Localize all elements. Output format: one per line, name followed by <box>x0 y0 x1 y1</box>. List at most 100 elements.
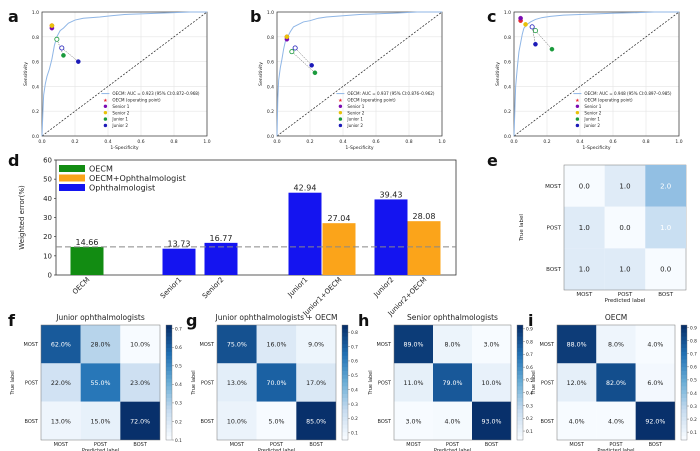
colorbar-segment <box>166 432 172 437</box>
colorbar-tick-label: 0.3 <box>526 403 533 409</box>
legend-swatch-dot <box>338 117 343 121</box>
roc-xtick-label: 0.8 <box>405 139 412 145</box>
heatmap-cell <box>217 401 257 440</box>
panel-letter-h: h <box>358 311 369 330</box>
colorbar-segment <box>517 413 523 418</box>
roc-ylabel: Sensitivity <box>23 62 29 86</box>
colorbar-segment <box>517 371 523 376</box>
colorbar-segment <box>342 336 348 341</box>
colorbar-frame <box>680 324 688 441</box>
colorbar-segment <box>681 390 687 395</box>
heatmap-cell <box>394 325 433 364</box>
bar-category-label: Senior2 <box>201 276 226 301</box>
heatmap-cell-value: 82.0% <box>606 380 626 387</box>
colorbar-tick-label: 0.9 <box>526 327 533 333</box>
roc-xtick-label: 0.4 <box>339 139 346 145</box>
bar-legend-label: Ophthalmologist <box>89 184 155 193</box>
roc-xtick-label: 0.4 <box>104 139 111 145</box>
colorbar-frame <box>341 324 349 441</box>
heatmap-cell <box>120 401 160 440</box>
heatmap-cell-value: 89.0% <box>403 342 423 349</box>
colorbar-segment <box>166 428 172 433</box>
heatmap-cell-value: 9.0% <box>308 342 324 349</box>
heatmap-cell-value: 2.0 <box>660 182 671 190</box>
roc-xtick-label: 0.4 <box>576 139 583 145</box>
roc-operating-point <box>549 46 555 52</box>
roc-operating-point <box>76 59 81 64</box>
colorbar-segment <box>166 413 172 418</box>
roc-ytick-label: 0.2 <box>32 109 39 115</box>
colorbar-segment <box>166 363 172 368</box>
colorbar-segment <box>342 351 348 357</box>
colorbar-segment <box>166 401 172 406</box>
roc-reader-link <box>535 30 553 50</box>
heatmap-cell <box>564 165 605 207</box>
colorbar-tick-label: 0.1 <box>526 429 533 435</box>
roc-ytick-label: 0.4 <box>32 84 39 90</box>
heatmap-cell <box>433 325 472 364</box>
heatmap-cell-value: 85.0% <box>306 418 326 425</box>
colorbar-tick-label: 0.6 <box>526 365 533 371</box>
heatmap-cell <box>635 363 675 402</box>
colorbar-segment <box>342 397 348 403</box>
heatmap-xtick-label: MOST <box>230 442 245 448</box>
panel-letter-i: i <box>528 311 533 330</box>
heatmap-cell-value: 4.0% <box>608 418 624 425</box>
colorbar-segment <box>342 386 348 391</box>
colorbar-segment <box>517 325 523 330</box>
colorbar-segment <box>166 328 172 334</box>
colorbar-segment <box>166 382 172 387</box>
legend-swatch-dot <box>103 117 108 121</box>
colorbar-segment <box>681 436 687 441</box>
colorbar-segment <box>517 401 523 406</box>
colorbar-segment <box>342 344 348 349</box>
heatmap-cell-value: 0.0 <box>619 224 630 232</box>
heatmap-cell <box>645 248 686 290</box>
heatmap-cell-value: 6.0% <box>647 380 663 387</box>
heatmap-cell <box>80 325 121 364</box>
heatmap-cell <box>217 363 257 402</box>
heatmap-cell-value: 55.0% <box>90 380 110 387</box>
heatmap-cell <box>256 363 297 402</box>
heatmap-cell <box>120 325 160 364</box>
colorbar-segment <box>681 359 687 364</box>
roc-chance-diagonal <box>513 11 680 137</box>
roc-legend-label: Senior 2 <box>112 110 129 115</box>
colorbar-segment <box>166 371 172 376</box>
roc-chance-diagonal <box>276 11 443 137</box>
colorbar-segment <box>681 332 687 337</box>
roc-legend-label: OECM: AUC = 0.937 (95% CI:0.876–0.962) <box>347 91 435 96</box>
heatmap-cell <box>80 401 121 440</box>
colorbar-tick-label: 0.4 <box>690 391 697 397</box>
colorbar-segment <box>681 382 687 387</box>
colorbar-segment <box>342 378 348 383</box>
roc-legend-label: Senior 1 <box>584 104 601 109</box>
heatmap-cell-value: 11.0% <box>403 380 423 387</box>
heatmap-cell <box>557 325 597 364</box>
colorbar-segment <box>681 344 687 349</box>
bar-ytick-label: 50 <box>43 176 52 184</box>
bar <box>162 248 196 275</box>
colorbar-segment <box>681 401 687 406</box>
roc-legend-label: Senior 2 <box>584 110 601 115</box>
roc-ytick-label: 1.0 <box>504 10 511 16</box>
heatmap-cell-value: 12.0% <box>567 380 587 387</box>
colorbar-segment <box>517 394 523 399</box>
colorbar-tick-label: 0.9 <box>690 325 697 331</box>
colorbar-segment <box>166 405 172 410</box>
panel-letter-c: c <box>487 7 496 26</box>
heatmap-cell-value: 10.0% <box>227 418 247 425</box>
legend-swatch-dot <box>575 110 580 115</box>
colorbar-segment <box>166 340 172 345</box>
roc-operating-point <box>54 36 60 42</box>
colorbar-tick-label: 0.5 <box>526 378 533 384</box>
heatmap-cell <box>472 325 511 364</box>
colorbar-tick-label: 0.2 <box>351 416 358 422</box>
heatmap-xlabel: Predicted label <box>605 298 646 304</box>
roc-ytick-label: 0.0 <box>504 134 511 140</box>
colorbar-segment <box>517 363 523 368</box>
heatmap-cell <box>472 401 511 440</box>
legend-swatch-dot <box>338 123 343 128</box>
roc-ytick-label: 0.6 <box>32 60 39 66</box>
